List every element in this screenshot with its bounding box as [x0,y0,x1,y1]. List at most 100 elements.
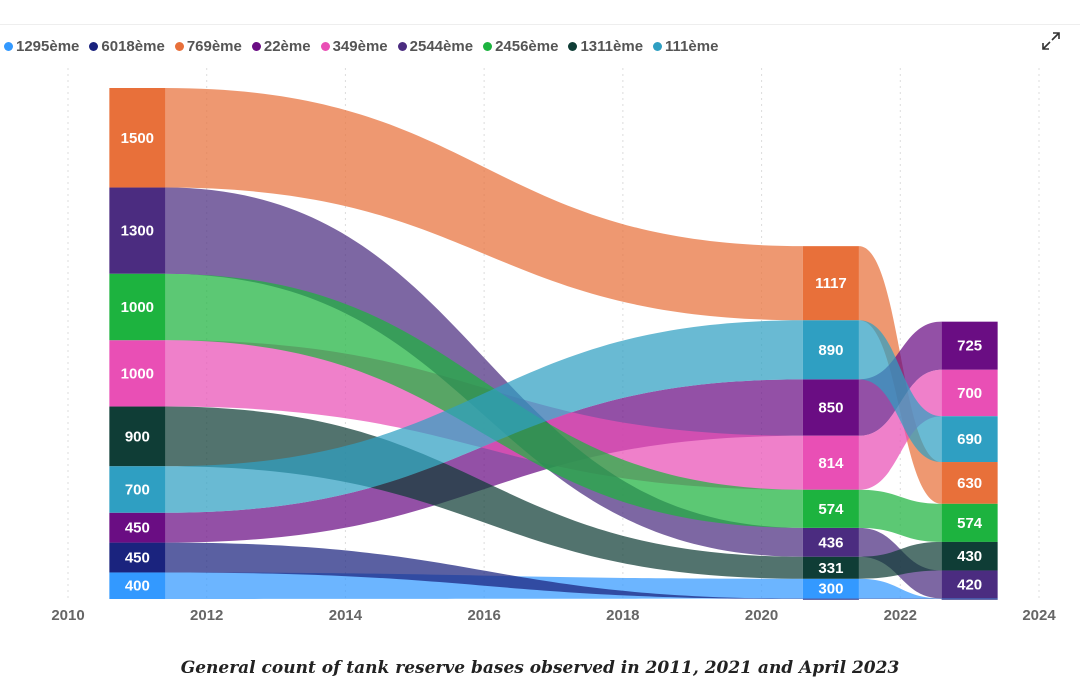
legend-dot-icon [251,41,261,51]
flow-ribbon [165,88,803,321]
flow-ribbon [165,187,803,557]
top-toolbar [0,0,1080,25]
node-bar[interactable] [941,462,998,504]
x-tick-label: 2018 [606,607,639,624]
node-bar[interactable] [802,320,859,380]
node-bar[interactable] [802,246,859,321]
node-value-label: 725 [957,338,982,355]
legend-label: 111ème [665,37,719,55]
legend-label: 1311ème [580,37,644,55]
legend-label: 6018ème [101,37,165,55]
legend-item[interactable]: 349ème [320,37,388,55]
legend-item[interactable]: 2544ème [397,37,474,55]
legend-dot-icon [320,41,330,51]
legend-dot-icon [483,41,493,51]
legend-label: 2544ème [409,37,474,55]
flow-ribbon [165,542,803,599]
node-value-label: 331 [818,560,843,577]
node-value-label: 420 [957,576,982,593]
node-value-label: 1117 [815,275,847,292]
x-tick-label: 2010 [51,607,84,624]
node-value-label: 1500 [121,130,154,147]
x-tick-label: 2014 [329,607,363,624]
node-bar[interactable] [802,527,859,557]
legend-item[interactable]: 1311ème [568,38,643,55]
node-value-label: 1000 [121,365,154,382]
legend-label: 2456ème [495,37,559,55]
legend-label: 22ème [263,37,311,55]
node-bar[interactable] [109,187,166,274]
node-bar[interactable] [802,435,859,490]
node-bar[interactable] [109,512,166,543]
node-value-label: 630 [957,475,982,492]
node-bar[interactable] [109,466,166,513]
node-bar[interactable] [802,556,859,579]
x-tick-label: 2012 [190,607,223,624]
node-bar[interactable] [941,598,998,600]
node-value-label: 450 [125,550,150,567]
flow-ribbon [858,541,942,579]
flow-ribbon [858,578,942,599]
legend-item[interactable]: 111ème [653,38,718,55]
flow-ribbon [165,572,803,599]
node-bar[interactable] [941,416,998,463]
legend-item[interactable]: 22ème [251,37,311,55]
flow-ribbon [165,320,803,513]
legend-label: 349ème [332,37,388,55]
legend-dot-icon [653,41,663,51]
node-bar[interactable] [941,541,998,571]
node-value-label: 700 [957,385,982,402]
node-bar[interactable] [802,578,859,599]
node-value-label: 700 [125,482,150,499]
legend-label: 1295ème [16,37,80,55]
x-tick-label: 2022 [884,607,917,624]
chart-caption: General count of tank reserve bases obse… [180,658,900,678]
node-value-label: 574 [818,501,844,518]
x-tick-label: 2024 [1022,607,1056,624]
legend-dot-icon [174,41,184,51]
node-value-label: 300 [818,581,843,598]
legend-item[interactable]: 2456ème [483,38,558,55]
flow-ribbon [165,379,803,543]
node-bar[interactable] [941,503,998,542]
node-bar[interactable] [941,570,998,599]
flow-ribbon [858,489,942,542]
x-tick-label: 2016 [467,607,500,624]
node-bar[interactable] [802,598,859,600]
node-bar[interactable] [802,489,859,528]
node-bar[interactable] [941,369,998,417]
legend-item[interactable]: 769ème [174,37,242,55]
legend-dot-icon [89,41,99,51]
expand-arrows-icon[interactable] [1040,30,1062,52]
flow-ribbons [165,88,942,599]
flow-nodes: 400 450 1500 450 1000 1300 1000 900 700 300 1117 85… [109,88,998,600]
chart-legend: 1295ème 6018ème 769ème 22ème 349ème 2544ème 24… [4,36,718,56]
node-value-label: 430 [957,548,982,565]
node-bar[interactable] [109,273,166,341]
node-value-label: 400 [125,578,150,595]
legend-dot-icon [568,41,578,51]
x-tick-label: 2020 [745,607,778,624]
flow-ribbon [165,406,803,579]
legend-dot-icon [4,41,13,51]
node-value-label: 1300 [121,223,154,240]
legend-dot-icon [397,41,407,51]
node-value-label: 574 [957,515,983,532]
node-bar[interactable] [109,542,166,573]
node-bar[interactable] [802,379,859,436]
node-bar[interactable] [109,572,166,599]
node-bar[interactable] [109,406,166,467]
flow-ribbon [858,320,942,463]
node-bar[interactable] [941,321,998,370]
node-bar[interactable] [109,340,166,407]
node-bar[interactable] [109,88,166,188]
node-value-label: 890 [818,342,843,359]
legend-label: 769ème [186,37,242,55]
node-value-label: 1000 [121,299,154,316]
node-value-label: 690 [957,431,982,448]
legend-item[interactable]: 6018ème [89,37,165,55]
node-value-label: 436 [818,534,843,551]
node-value-label: 814 [818,455,844,472]
legend-item[interactable]: 1295ème [4,38,79,55]
node-value-label: 900 [125,428,150,445]
